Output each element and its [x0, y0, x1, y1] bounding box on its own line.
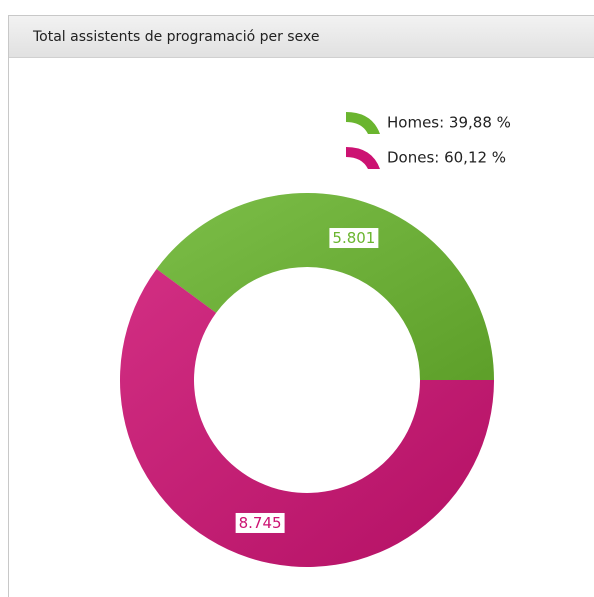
legend-label: Homes: 39,88 %	[387, 114, 511, 132]
legend-label: Dones: 60,12 %	[387, 149, 506, 167]
legend-swatch	[346, 147, 380, 169]
legend: Homes: 39,88 % Dones: 60,12 %	[346, 112, 511, 169]
slice-shade	[156, 193, 494, 380]
donut: 5.801 8.745	[120, 193, 494, 567]
slice-shade	[120, 268, 494, 567]
data-label-bg	[329, 228, 379, 249]
data-label: 5.801	[332, 229, 375, 247]
chart-title: Total assistents de programació per sexe	[32, 29, 319, 45]
panel-header	[9, 16, 594, 57]
data-label: 8.745	[239, 514, 282, 532]
legend-swatch	[346, 112, 380, 134]
data-label-bg	[235, 512, 285, 533]
